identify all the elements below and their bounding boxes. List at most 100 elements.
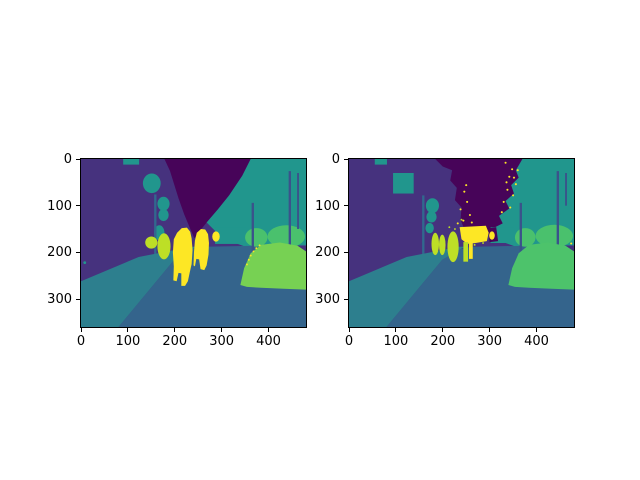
pedestrian-yellow-region	[193, 229, 209, 271]
x-tick-label: 300	[477, 334, 503, 349]
pedestrian-yellow-green-region	[448, 218, 484, 246]
tree-canopy-region	[435, 159, 523, 241]
pole-dark-region	[251, 202, 254, 258]
pole-dark-region	[288, 171, 291, 257]
y-tick-mark	[344, 298, 348, 300]
vegetation-region	[157, 196, 170, 211]
y-tick-label: 200	[47, 245, 72, 261]
vegetation-region	[425, 222, 434, 234]
pedestrian-yellow-dot	[506, 188, 509, 191]
pedestrian-yellow-dot	[468, 213, 471, 217]
vegetation-region	[123, 159, 140, 165]
pedestrian-yellow-dot	[258, 244, 261, 247]
vegetation-region	[393, 173, 414, 194]
sidewalk-region	[349, 246, 466, 327]
pedestrian-yellow-dot	[459, 208, 462, 211]
tree-canopy-region	[164, 159, 251, 239]
pedestrian-yellow-dot	[463, 190, 466, 193]
pole-dark-region	[297, 173, 299, 229]
pedestrian-yellow-region	[212, 231, 220, 242]
pedestrian-yellow-dot	[462, 219, 465, 222]
x-tick-mark	[221, 328, 223, 332]
pedestrian-yellow-dot	[512, 176, 516, 179]
pedestrian-yellow-green-dot	[454, 228, 456, 230]
pedestrian-yellow-dot	[247, 258, 250, 261]
x-tick-label: 300	[209, 334, 235, 349]
y-tick-mark	[76, 205, 80, 207]
pedestrian-yellow-dot	[511, 168, 514, 171]
pedestrian-yellow-dot	[509, 206, 512, 209]
y-tick-label: 0	[331, 152, 340, 167]
y-tick-label: 0	[63, 152, 72, 167]
car-left-region	[240, 242, 306, 290]
pedestrian-yellow-green-region	[447, 231, 459, 263]
y-tick-label: 300	[315, 292, 340, 307]
pedestrian-yellow-dot	[465, 184, 468, 187]
pedestrian-yellow-dot	[249, 254, 252, 257]
bush-region	[245, 228, 268, 247]
y-tick-label: 100	[315, 198, 340, 214]
bush-region	[535, 224, 574, 248]
x-tick-mark	[80, 328, 82, 332]
pedestrian-yellow-dot	[505, 181, 508, 184]
pedestrian-yellow-dot	[500, 211, 503, 214]
vegetation-region	[425, 198, 439, 214]
segmentation-image-right	[349, 159, 574, 327]
pole-region	[154, 194, 157, 261]
y-tick-label: 100	[47, 198, 72, 214]
y-tick-label: 300	[47, 292, 72, 307]
pedestrian-yellow-green-dot	[473, 243, 476, 246]
pedestrian-yellow-dot	[246, 263, 248, 266]
pedestrian-yellow-green-region	[157, 233, 171, 260]
left-axes-box	[80, 158, 307, 328]
x-tick-mark	[442, 328, 444, 332]
y-tick-mark	[76, 158, 80, 160]
pedestrian-yellow-dot	[252, 250, 255, 253]
vegetation-region	[426, 211, 437, 223]
vegetation-region	[142, 173, 161, 194]
y-tick-mark	[344, 251, 348, 253]
x-tick-label: 0	[344, 334, 354, 349]
pole-region	[422, 195, 425, 260]
pedestrian-yellow-dot	[508, 175, 511, 178]
pedestrian-yellow-green-dot	[448, 226, 451, 229]
x-tick-mark	[489, 328, 491, 332]
pedestrian-yellow-region	[459, 225, 489, 244]
pedestrian-yellow-green-region	[463, 242, 469, 262]
x-tick-label: 400	[524, 334, 549, 349]
pedestrian-yellow-dot	[504, 161, 507, 164]
y-tick-mark	[344, 158, 348, 160]
pedestrian-yellow-dot	[255, 247, 258, 250]
vegetation-region	[215, 227, 246, 244]
pedestrian-yellow-region	[246, 244, 261, 266]
y-tick-mark	[76, 251, 80, 253]
pedestrian-yellow-region	[172, 227, 193, 286]
segmentation-image-left	[81, 159, 306, 327]
bush-region	[514, 228, 536, 247]
x-tick-label: 200	[162, 334, 188, 349]
pedestrian-yellow-dot	[512, 194, 515, 197]
x-tick-label: 400	[256, 334, 281, 349]
x-tick-mark	[395, 328, 397, 332]
pedestrian-yellow-dot	[470, 221, 473, 224]
pedestrian-yellow-region	[456, 161, 573, 245]
bush-region	[267, 225, 306, 248]
x-tick-mark	[268, 328, 269, 332]
pedestrian-yellow-green-dot	[482, 242, 484, 244]
x-tick-label: 100	[383, 334, 409, 349]
y-tick-mark	[76, 298, 80, 300]
vegetation-region	[374, 159, 387, 165]
segmentation-panel-right: 0 100 200 300 400 0 100 200 300	[315, 152, 575, 349]
pedestrian-yellow-green-dot	[460, 218, 463, 221]
x-tick-label: 0	[76, 334, 86, 349]
pedestrian-yellow-region	[469, 242, 473, 259]
pedestrian-yellow-region	[489, 231, 495, 240]
segmentation-panel-left: 0 100 200 300 400 0 100 200 300	[47, 152, 307, 349]
pedestrian-yellow-dot	[456, 222, 459, 225]
y-tick-mark	[344, 205, 348, 207]
y-tick-label: 200	[315, 245, 340, 261]
pedestrian-yellow-dot	[514, 183, 517, 186]
x-tick-mark	[536, 328, 537, 332]
pole-dark-region	[519, 202, 522, 258]
